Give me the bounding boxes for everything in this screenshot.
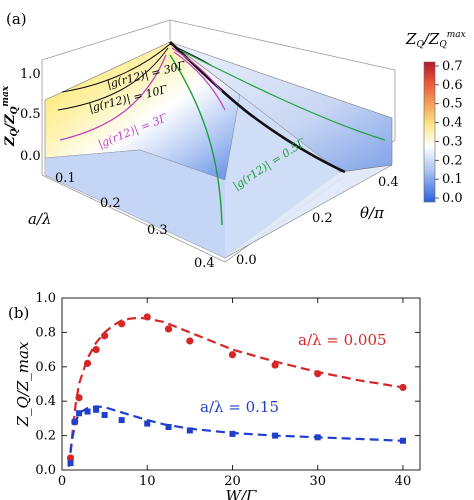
panel-a: (a) |g(r12)| = 30Γ |g(r12)| = 10Γ — [1, 10, 466, 271]
y-tick-00: 0.0 — [236, 253, 257, 268]
ridge-line — [169, 41, 346, 174]
data-point-blue — [76, 410, 83, 417]
contour-05-b — [179, 49, 386, 141]
colorbar-title: ZQ/ZQmax — [405, 30, 466, 50]
x-tick-04: 0.4 — [194, 256, 215, 271]
data-point-blue — [84, 408, 91, 415]
x-tick-label: 20 — [224, 474, 241, 489]
y-tick-02: 0.2 — [312, 211, 333, 226]
data-point-blue — [186, 427, 193, 434]
colorbar-tick-label: 0.3 — [442, 134, 463, 149]
y-tick-label: 0.6 — [35, 360, 56, 375]
cb-label-main: Z — [405, 30, 417, 48]
contour-10-b — [171, 47, 223, 93]
y-tick-04: 0.4 — [378, 175, 399, 190]
z-tick-0: 0.0 — [20, 149, 41, 164]
surface-shade — [45, 150, 225, 258]
colorbar-tick-label: 0.2 — [442, 153, 463, 168]
data-point-blue — [399, 437, 406, 444]
x-tick-03: 0.3 — [147, 223, 168, 238]
colorbar-tick-label: 0.7 — [442, 59, 463, 74]
colorbar-tick-label: 0.0 — [442, 191, 463, 206]
y-tick-label: 0.8 — [35, 325, 56, 340]
panel-b: (b) 0 10 20 30 40 0.0 0.2 0.4 0.6 0.8 1.0 W/Γ Z_Q/Z_… — [8, 291, 421, 500]
y-tick-label: 0.0 — [35, 463, 56, 478]
svg-text:ZQ/ZQmax: ZQ/ZQmax — [1, 85, 20, 147]
z-tick-1: 1.0 — [20, 67, 41, 82]
data-point-red — [271, 361, 279, 369]
x-tick-label: 40 — [395, 474, 412, 489]
data-point-red — [399, 383, 407, 392]
data-point-red — [83, 359, 92, 367]
cb-label-sub: Q — [416, 40, 424, 50]
colorbar-tick-label: 0.4 — [442, 116, 463, 131]
data-point-blue — [101, 411, 108, 418]
data-point-blue — [118, 417, 125, 424]
colorbar-ticks: 0.7 0.6 0.5 0.4 0.3 0.2 0.1 0.0 — [435, 59, 463, 206]
data-point-red — [164, 325, 173, 333]
x-tick-01: 0.1 — [55, 171, 76, 186]
contour-30 — [61, 43, 171, 93]
z-label-div: /Z — [3, 114, 18, 131]
y-tick-label: 0.2 — [35, 429, 56, 444]
data-point-blue — [229, 430, 236, 437]
data-point-red — [314, 370, 322, 378]
data-point-blue — [314, 434, 321, 441]
y-tick-label: 1.0 — [35, 291, 56, 306]
cb-label-div: /Z — [422, 30, 440, 48]
contour-3-b — [173, 51, 226, 111]
x-axis-title: W/Γ — [226, 487, 257, 500]
data-point-blue — [67, 460, 74, 467]
panel-b-label: (b) — [8, 304, 29, 322]
panel-b-plot: 0 10 20 30 400.00.20.40.60.81.0W/ΓZ_Q/Z_maxa… — [14, 291, 421, 500]
z-label-main: Z — [3, 136, 18, 147]
colorbar-tick-label: 0.1 — [442, 172, 463, 187]
x-tick-label: 30 — [309, 474, 326, 489]
series-label-red: a/λ = 0.005 — [298, 331, 387, 349]
panel-a-label: (a) — [6, 10, 27, 28]
cb-label-sub2: Q — [439, 40, 447, 50]
colorbar-tick-label: 0.5 — [442, 97, 463, 112]
data-point-red — [75, 394, 83, 402]
data-point-red — [186, 337, 194, 345]
data-point-blue — [165, 424, 172, 430]
y-axis-title: Z_Q/Z_max — [14, 341, 32, 427]
data-point-blue — [272, 432, 279, 439]
y-axis-title-a: θ/π — [360, 204, 385, 222]
z-tick-05: 0.5 — [20, 107, 41, 122]
z-label-sub2: Q — [10, 106, 20, 114]
fit-curve — [67, 316, 404, 467]
colorbar-tick-label: 0.6 — [442, 78, 463, 93]
plot-frame — [61, 297, 421, 471]
data-point-red — [66, 454, 75, 462]
x-tick-label: 0 — [58, 474, 66, 489]
x-axis-title-a: a/λ — [28, 210, 52, 228]
data-point-red — [143, 313, 151, 321]
contour-10 — [57, 47, 169, 111]
data-point-red — [92, 346, 100, 354]
cb-label-sup: max — [447, 30, 466, 40]
z-axis-title: ZQ/ZQmax — [1, 85, 20, 147]
data-point-red — [101, 332, 109, 340]
data-point-blue — [93, 406, 100, 413]
contour-3 — [59, 54, 167, 141]
y-tick-label: 0.4 — [35, 394, 56, 409]
surface-shade-2 — [225, 95, 340, 258]
data-point-blue — [71, 418, 78, 425]
data-point-blue — [144, 420, 151, 427]
x-tick-02: 0.2 — [100, 196, 121, 211]
data-point-red — [228, 351, 237, 359]
data-point-red — [118, 320, 126, 328]
contour-05 — [169, 54, 223, 226]
series-label-blue: a/λ = 0.15 — [200, 398, 279, 416]
x-tick-label: 10 — [139, 474, 156, 489]
colorbar-bar — [423, 61, 436, 203]
z-label-sub: Q — [10, 129, 20, 137]
colorbar: ZQ/ZQmax 0.70.60.50.40.30.20.10.0 — [405, 30, 466, 206]
z-label-sup: max — [1, 85, 11, 106]
fit-curve — [67, 405, 404, 467]
